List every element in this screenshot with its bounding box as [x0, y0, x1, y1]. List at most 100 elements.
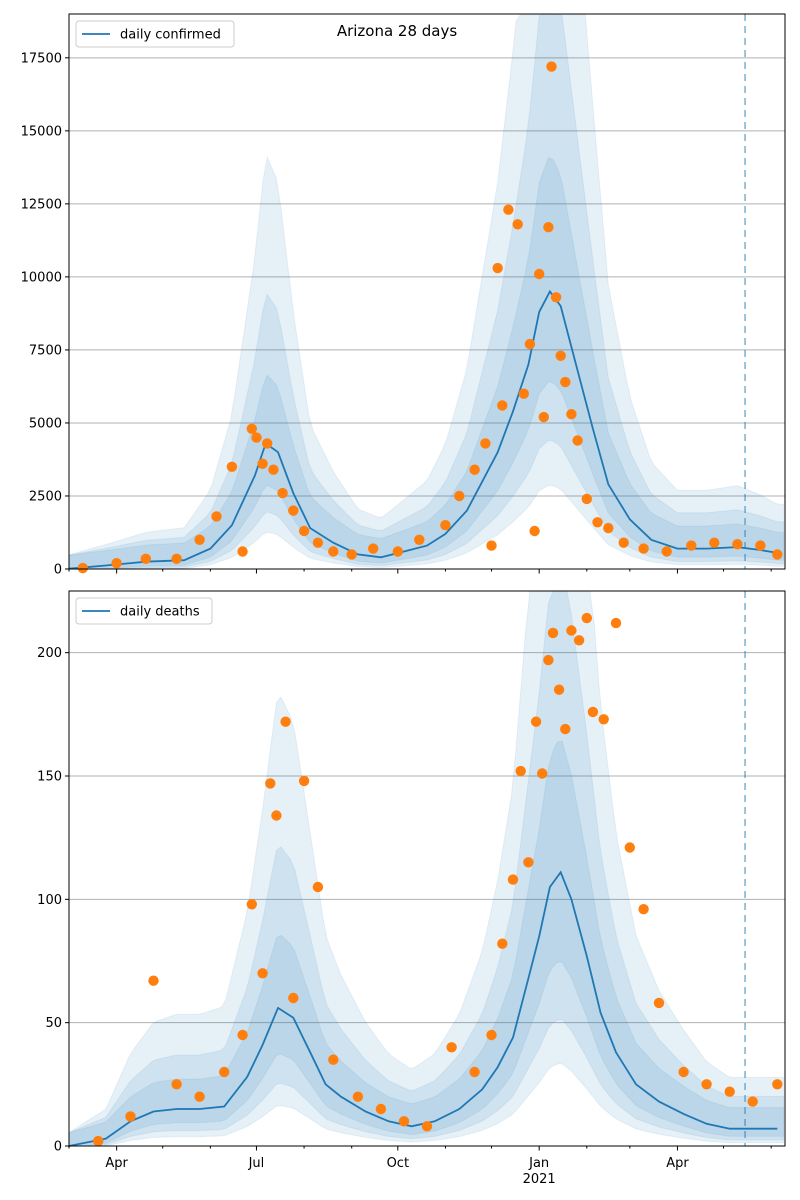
- top-y-tick-label: 0: [54, 563, 62, 578]
- bot-observed-point: [375, 1103, 387, 1115]
- top-observed-point: [546, 61, 557, 72]
- deaths-chart-panel: 0 50 100 150 200 Apr Jul Oct Jan Apr 2021 daily d…: [37, 590, 786, 1187]
- top-observed-point: [543, 222, 554, 233]
- top-observed-point: [560, 376, 571, 388]
- x-tick-label: Jul: [248, 1156, 265, 1171]
- x-tick-label: Oct: [387, 1156, 409, 1171]
- bot-observed-point: [328, 1054, 339, 1065]
- top-observed-point: [534, 268, 545, 280]
- confirmed-gridlines: [69, 57, 785, 497]
- top-observed-point: [538, 411, 549, 423]
- bot-observed-point: [486, 1029, 497, 1041]
- bot-y-tick-label: 100: [37, 893, 62, 908]
- x-axis: Apr Jul Oct Jan Apr 2021: [68, 1146, 772, 1187]
- bot-observed-point: [237, 1029, 248, 1041]
- bot-observed-point: [624, 842, 635, 853]
- top-observed-point: [312, 537, 324, 548]
- confirmed-observed-points: [77, 61, 783, 574]
- bot-observed-point: [653, 997, 665, 1009]
- top-observed-point: [288, 505, 299, 516]
- bot-y-tick-label: 0: [54, 1140, 62, 1155]
- x-tick-label: Apr: [105, 1156, 128, 1171]
- deaths-axes-frame: [68, 590, 786, 1147]
- top-observed-point: [497, 400, 508, 411]
- top-observed-point: [171, 553, 182, 564]
- deaths-gridlines: [69, 652, 785, 1024]
- top-observed-point: [440, 520, 451, 531]
- top-y-tick-label: 7500: [29, 343, 62, 358]
- bot-observed-point: [566, 625, 577, 636]
- bot-band-3: [68, 740, 784, 1147]
- chart-title: Arizona 28 days: [337, 22, 458, 40]
- bot-observed-point: [553, 684, 565, 695]
- top-observed-point: [77, 562, 89, 574]
- confirmed-x-axis-ticks: [68, 569, 772, 574]
- top-observed-point: [686, 540, 697, 551]
- bot-band-1: [68, 590, 784, 1147]
- deaths-legend: daily deaths: [75, 597, 213, 625]
- top-observed-point: [732, 539, 743, 550]
- top-observed-point: [226, 461, 238, 472]
- top-y-tick-label: 12500: [21, 197, 62, 212]
- top-observed-point: [603, 522, 614, 534]
- bot-observed-point: [298, 775, 310, 787]
- top-y-tick-label: 15000: [21, 124, 62, 139]
- bot-observed-point: [543, 654, 554, 666]
- bot-y-tick-label: 50: [45, 1016, 62, 1031]
- top-observed-point: [277, 487, 288, 499]
- bot-band-2: [68, 590, 784, 1147]
- bot-observed-point: [610, 617, 622, 629]
- top-observed-point: [555, 350, 566, 361]
- bot-observed-point: [701, 1079, 712, 1090]
- deaths-uncertainty-bands: [68, 590, 784, 1147]
- top-observed-point: [251, 432, 262, 443]
- bot-observed-point: [271, 810, 282, 821]
- top-observed-point: [572, 435, 583, 446]
- top-y-tick-label: 2500: [29, 489, 62, 504]
- bot-observed-point: [148, 975, 159, 986]
- top-y-tick-label: 17500: [21, 51, 62, 66]
- bot-observed-point: [194, 1091, 205, 1102]
- deaths-legend-box: [75, 597, 213, 625]
- bot-observed-point: [246, 899, 257, 910]
- top-observed-point: [512, 219, 523, 230]
- top-observed-point: [268, 464, 279, 475]
- bot-observed-point: [497, 938, 508, 949]
- top-observed-point: [755, 540, 766, 551]
- bot-observed-point: [747, 1096, 758, 1107]
- confirmed-chart-panel: 0 2500 5000 7500 10000 12500 15000 17500 Arizon…: [21, 13, 786, 578]
- bot-observed-point: [312, 881, 324, 893]
- top-observed-point: [550, 292, 562, 303]
- bot-observed-point: [678, 1066, 689, 1078]
- confirmed-legend-label: daily confirmed: [120, 28, 221, 43]
- top-observed-point: [492, 262, 503, 274]
- bot-observed-point: [515, 765, 526, 777]
- bot-observed-point: [598, 714, 609, 725]
- top-observed-point: [618, 537, 629, 548]
- top-observed-point: [257, 458, 268, 469]
- bot-observed-point: [537, 768, 548, 779]
- bot-observed-point: [446, 1042, 457, 1053]
- top-observed-point: [392, 546, 403, 557]
- top-observed-point: [328, 546, 339, 557]
- bot-observed-point: [547, 627, 559, 639]
- bot-y-tick-label: 150: [37, 770, 62, 785]
- bot-observed-point: [469, 1066, 480, 1078]
- x-tick-label: Jan: [528, 1156, 549, 1171]
- top-observed-point: [518, 388, 529, 399]
- bot-observed-point: [421, 1121, 433, 1132]
- bot-observed-point: [280, 716, 291, 727]
- bot-observed-point: [560, 723, 571, 735]
- bot-observed-point: [772, 1079, 783, 1090]
- confirmed-axes-frame: [68, 13, 786, 570]
- confirmed-legend: daily confirmed: [75, 20, 235, 48]
- bot-observed-point: [638, 904, 649, 915]
- top-observed-point: [298, 525, 310, 537]
- confirmed-legend-box: [75, 20, 235, 48]
- top-observed-point: [581, 493, 592, 505]
- bot-observed-point: [530, 716, 542, 727]
- x-tick-label: Apr: [666, 1156, 689, 1171]
- top-observed-point: [709, 537, 720, 548]
- deaths-series-line: [68, 870, 778, 1147]
- top-y-tick-label: 5000: [29, 416, 62, 431]
